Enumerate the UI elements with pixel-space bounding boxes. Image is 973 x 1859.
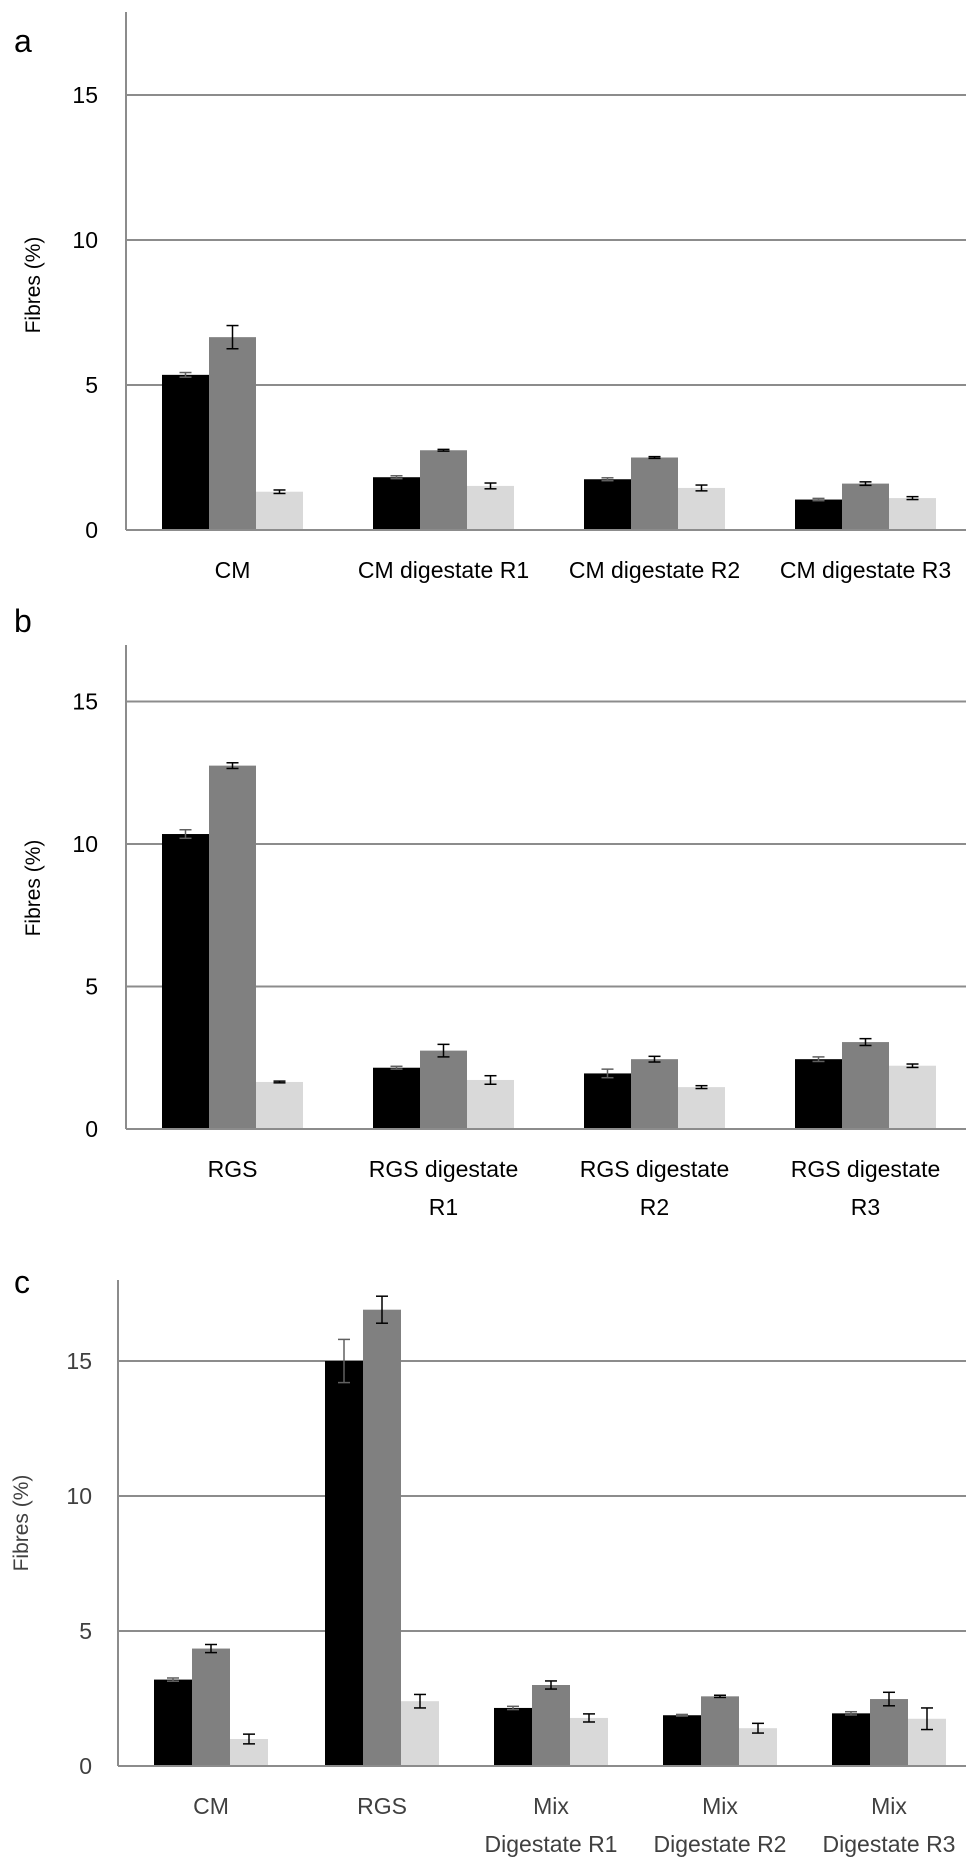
bar [701,1696,739,1766]
panel-letter: a [14,23,32,59]
y-tick-label: 0 [85,517,98,543]
x-tick-label: Digestate R1 [485,1831,618,1857]
bar [842,483,889,530]
panel-letter: b [14,603,32,639]
bar [889,1065,936,1129]
x-tick-label: CM digestate R2 [569,557,740,583]
bar [467,1079,514,1129]
x-tick-label: RGS digestate [580,1156,730,1182]
bar [209,337,256,530]
x-tick-label: R1 [429,1194,458,1220]
y-tick-label: 5 [79,1618,92,1644]
bar [842,1042,889,1129]
bar [870,1699,908,1766]
y-tick-label: 0 [85,1116,98,1142]
x-tick-label: CM digestate R1 [358,557,529,583]
x-tick-label: Digestate R2 [654,1831,787,1857]
x-tick-label: R2 [640,1194,669,1220]
bar [256,491,303,530]
bar [256,1081,303,1129]
bar [162,834,209,1129]
x-tick-label: RGS digestate [369,1156,519,1182]
bar [532,1685,570,1766]
x-tick-label: RGS [357,1793,407,1819]
bar [739,1728,777,1766]
chart-panel-c: c 0 5 10 15 Fibres (%) CM RGS Mix Digestate R1 Mix… [10,1264,966,1857]
bar [325,1361,363,1766]
bar [420,1050,467,1129]
panel-letter: c [14,1264,30,1300]
bar [631,1059,678,1129]
bar [154,1679,192,1766]
y-tick-label: 15 [66,1348,92,1374]
x-tick-label: CM [193,1793,229,1819]
x-tick-label: Digestate R3 [823,1831,956,1857]
bar [678,487,725,530]
y-axis-title: Fibres (%) [22,237,45,334]
bar [373,477,420,530]
x-tick-label: CM [215,557,251,583]
bar [889,498,936,530]
bar [584,479,631,530]
x-tick-label: CM digestate R3 [780,557,951,583]
bar [467,485,514,530]
bar [192,1648,230,1766]
bar [584,1073,631,1129]
bar [631,457,678,530]
chart-panel-b: b 0 5 10 15 Fibres (%) RGS RGS digestate R1 RGS d… [14,603,966,1220]
bar [678,1087,725,1129]
bar [795,499,842,530]
y-tick-label: 15 [72,82,98,108]
bar [832,1713,870,1766]
bar [363,1309,401,1766]
y-tick-label: 10 [72,227,98,253]
y-tick-label: 5 [85,372,98,398]
bar [420,450,467,530]
chart-panel-a: a 0 5 10 15 Fibres (%) CM CM digestate R1 CM dig… [14,12,966,583]
bar [373,1067,420,1129]
x-tick-label: Mix [702,1793,738,1819]
y-tick-label: 0 [79,1753,92,1779]
y-tick-label: 10 [66,1483,92,1509]
bar [494,1707,532,1766]
x-tick-label: RGS [208,1156,258,1182]
y-axis-title: Fibres (%) [10,1475,33,1572]
bar [401,1701,439,1766]
x-tick-label: Mix [871,1793,907,1819]
y-axis-title: Fibres (%) [22,840,45,937]
x-tick-label: RGS digestate [791,1156,941,1182]
bar [209,765,256,1129]
y-tick-label: 10 [72,831,98,857]
bar [570,1717,608,1766]
y-tick-label: 5 [85,974,98,1000]
bar [795,1059,842,1129]
x-tick-label: R3 [851,1194,880,1220]
x-tick-label: Mix [533,1793,569,1819]
bar [663,1715,701,1766]
y-tick-label: 15 [72,689,98,715]
bar [162,374,209,530]
